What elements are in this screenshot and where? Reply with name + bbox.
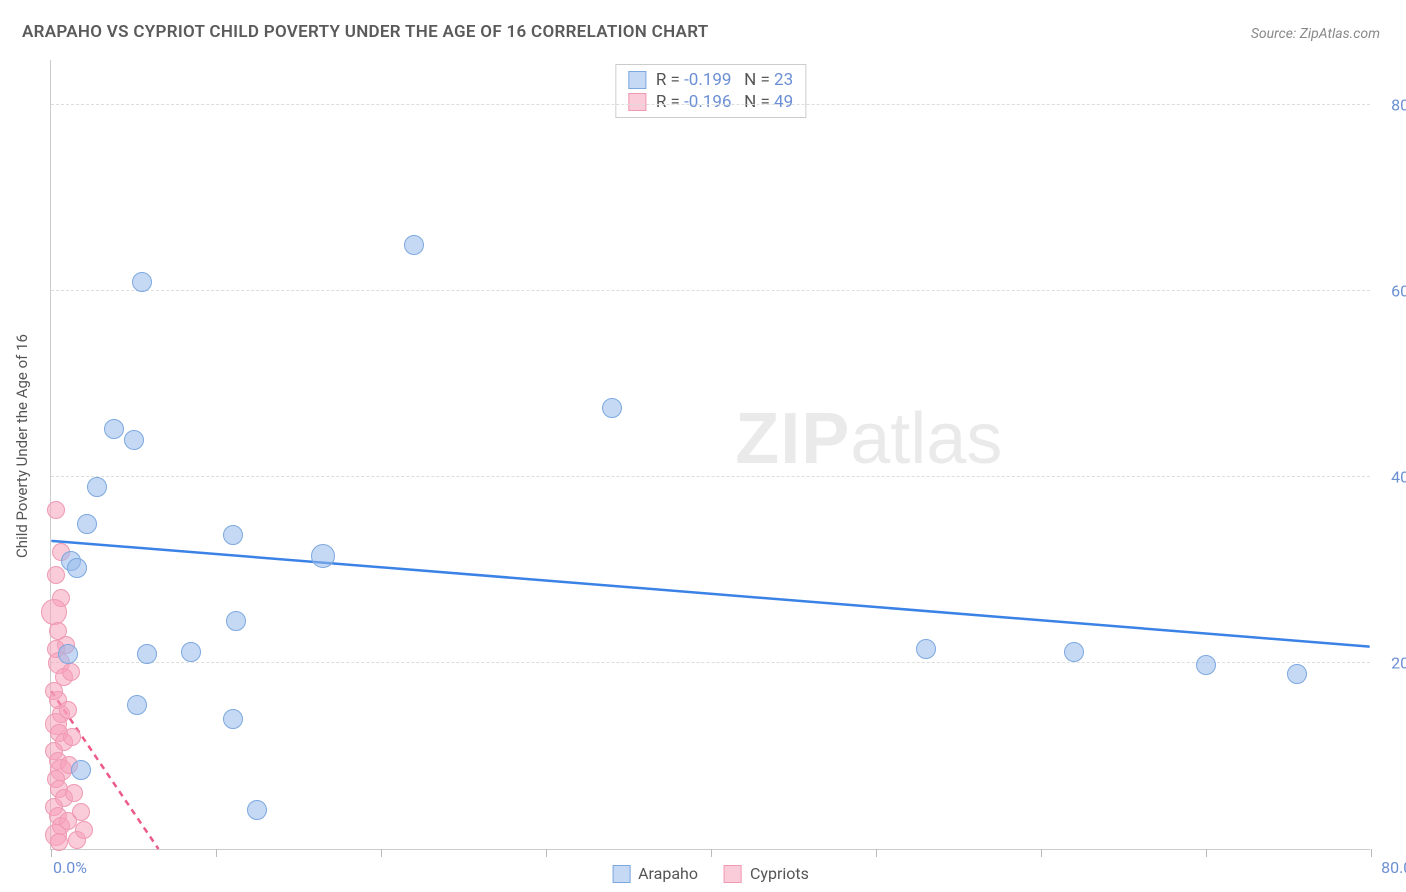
data-point (65, 784, 83, 802)
series-legend: Arapaho Cypriots (612, 864, 809, 883)
x-tick (546, 849, 547, 857)
data-point (137, 644, 157, 664)
data-point (77, 514, 97, 534)
x-tick (1206, 849, 1207, 857)
legend-swatch (628, 71, 646, 89)
x-tick (216, 849, 217, 857)
plot-area: R = -0.199 N = 23R = -0.196 N = 49 ZIPat… (50, 60, 1370, 850)
y-tick-label: 60.0% (1391, 282, 1406, 301)
data-point (58, 644, 78, 664)
x-tick (876, 849, 877, 857)
x-tick (1371, 849, 1372, 857)
x-tick (51, 849, 52, 857)
data-point (63, 728, 81, 746)
data-point (223, 709, 243, 729)
y-axis-title: Child Poverty Under the Age of 16 (13, 334, 31, 558)
trend-line (51, 541, 1369, 647)
series-legend-item: Arapaho (612, 864, 698, 883)
data-point (124, 430, 144, 450)
stat-legend-row: R = -0.199 N = 23 (628, 69, 793, 91)
legend-swatch (724, 865, 742, 883)
data-point (75, 821, 93, 839)
y-tick-label: 20.0% (1391, 654, 1406, 673)
data-point (1064, 642, 1084, 662)
stat-legend-row: R = -0.196 N = 49 (628, 91, 793, 113)
data-point (311, 544, 335, 568)
legend-swatch (628, 93, 646, 111)
data-point (404, 235, 424, 255)
correlation-chart: ARAPAHO VS CYPRIOT CHILD POVERTY UNDER T… (0, 0, 1406, 892)
y-tick-label: 40.0% (1391, 468, 1406, 487)
x-tick (1041, 849, 1042, 857)
chart-title: ARAPAHO VS CYPRIOT CHILD POVERTY UNDER T… (22, 22, 709, 42)
stat-text: R = -0.196 N = 49 (656, 92, 793, 112)
data-point (104, 419, 124, 439)
x-tick (381, 849, 382, 857)
series-legend-label: Arapaho (638, 864, 698, 883)
data-point (127, 695, 147, 715)
legend-swatch (612, 865, 630, 883)
data-point (71, 760, 91, 780)
data-point (247, 800, 267, 820)
data-point (226, 611, 246, 631)
data-point (223, 525, 243, 545)
data-point (62, 663, 80, 681)
stat-text: R = -0.199 N = 23 (656, 70, 793, 90)
x-tick (711, 849, 712, 857)
trend-lines-layer (51, 60, 1370, 849)
series-legend-item: Cypriots (724, 864, 809, 883)
data-point (47, 501, 65, 519)
x-max-label: 80.0% (1381, 858, 1406, 877)
data-point (1287, 664, 1307, 684)
source-attribution: Source: ZipAtlas.com (1251, 26, 1380, 42)
data-point (72, 803, 90, 821)
data-point (87, 477, 107, 497)
data-point (67, 558, 87, 578)
y-tick-label: 80.0% (1391, 96, 1406, 115)
data-point (181, 642, 201, 662)
series-legend-label: Cypriots (750, 864, 809, 883)
x-origin-label: 0.0% (53, 858, 87, 877)
data-point (59, 701, 77, 719)
data-point (916, 639, 936, 659)
data-point (1196, 655, 1216, 675)
grid-line (51, 662, 1370, 663)
statistics-legend: R = -0.199 N = 23R = -0.196 N = 49 (615, 64, 806, 118)
data-point (602, 398, 622, 418)
data-point (47, 566, 65, 584)
data-point (132, 272, 152, 292)
grid-line (51, 104, 1370, 105)
grid-line (51, 290, 1370, 291)
data-point (50, 833, 68, 851)
grid-line (51, 476, 1370, 477)
